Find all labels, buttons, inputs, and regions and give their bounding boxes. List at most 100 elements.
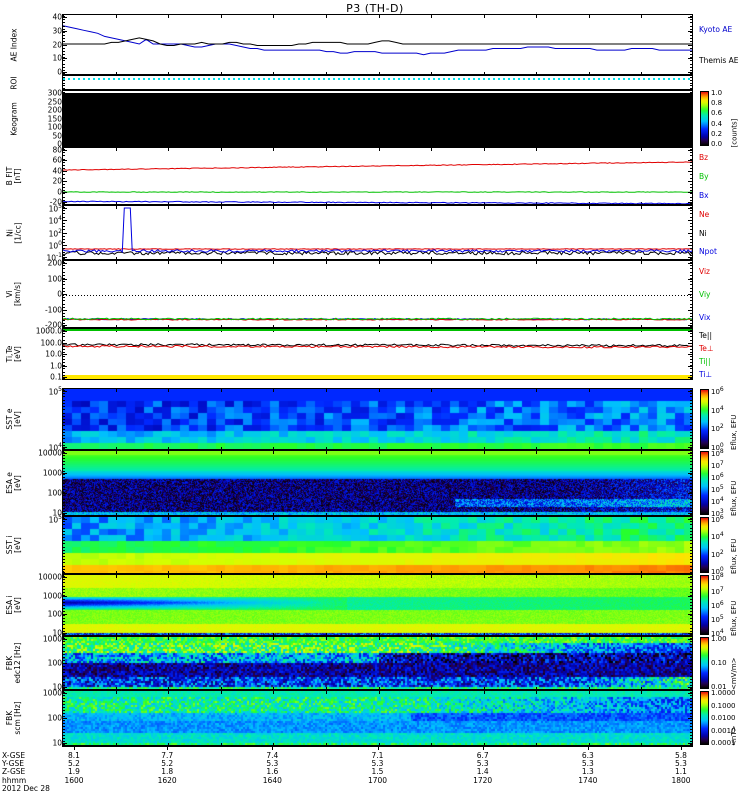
colorbar-label: 106 [711,385,724,397]
colorbar-label: 106 [711,513,724,525]
ytick-keogram: 300 [47,88,62,98]
minor-tick [62,579,65,581]
minor-tick [62,95,65,97]
minor-tick [690,281,693,283]
panel-sst-e [62,388,693,450]
minor-tick [690,647,693,649]
minor-tick [690,549,693,551]
colorbar-caption: <mV/m> [730,657,738,690]
minor-tick [690,158,693,160]
x-tick [589,691,590,694]
minor-tick [62,707,65,709]
tick-mark [62,220,67,222]
colorbar-label: 108 [711,447,724,459]
xaxis-value: 1720 [473,775,493,785]
minor-tick [62,193,65,195]
x-tick [273,148,274,151]
x-tick [116,15,117,18]
xaxis-row-label-XGSE: X-GSE [2,751,26,760]
minor-tick [62,138,65,140]
minor-tick [62,50,65,52]
ytick-b-fit: 80 [52,145,62,155]
x-tick [431,257,432,259]
minor-tick [62,669,65,671]
minor-tick [62,663,65,664]
tick-mark [688,17,693,18]
trace-Ni [63,250,692,256]
x-tick [326,202,327,204]
trace-Ti-band [63,329,692,331]
x-tick [536,389,537,392]
ylabel-sst-i: SST i [eV] [5,535,22,555]
x-tick [641,72,642,74]
minor-tick [62,365,65,367]
minor-tick [62,38,65,40]
x-tick [116,72,117,74]
minor-tick [690,688,693,689]
minor-tick [690,608,693,610]
x-tick [641,743,642,745]
trace-Bx [63,200,692,204]
x-tick [431,72,432,74]
plot-ni [63,206,692,259]
minor-tick [690,402,693,404]
x-tick [326,687,327,689]
ytick-vi: 0 [57,289,62,299]
x-tick [273,72,274,74]
x-tick [536,633,537,635]
minor-tick [62,262,65,263]
x-tick [589,687,590,689]
tick-mark [688,110,693,111]
minor-tick [62,565,65,567]
minor-tick [62,294,65,295]
minor-tick [62,132,65,134]
minor-tick [62,695,65,697]
legend-Viy: Viy [699,290,711,299]
minor-tick [62,479,65,481]
colorbar-label: 105 [711,613,724,625]
minor-tick [690,371,693,373]
ytick-ae-index: 30 [52,26,62,36]
minor-tick [690,744,693,745]
x-tick [326,743,327,745]
ytick-esa-e: 1000 [42,468,62,478]
minor-tick [62,448,65,449]
x-tick [326,15,327,18]
x-tick [431,575,432,578]
x-tick [168,15,169,18]
x-tick [168,633,169,635]
minor-tick [690,141,693,143]
tick-mark [688,743,693,744]
minor-tick [62,518,65,519]
colorbar-label: 102 [711,423,724,434]
x-tick [221,513,222,515]
ytick-keogram: 0 [57,139,62,149]
minor-tick [690,701,693,703]
trace-Viy [63,317,692,321]
colorbar-label: 100 [711,441,724,453]
minor-tick [62,378,65,379]
tick-mark [62,687,67,688]
minor-tick [690,284,693,286]
minor-tick [62,419,65,420]
x-tick [168,389,169,392]
ytick-ni: 10-1 [46,251,62,263]
minor-tick [690,695,693,697]
tick-mark [62,144,67,145]
minor-tick [690,66,693,68]
x-tick [536,206,537,209]
minor-tick [62,638,65,639]
x-tick [431,513,432,515]
minor-tick [690,737,693,739]
minor-tick [62,621,65,623]
colorbar-esa-e [700,451,709,515]
x-tick [273,517,274,520]
minor-tick [690,213,693,215]
minor-tick [690,546,693,548]
minor-tick [62,678,65,680]
minor-tick [62,92,65,93]
xaxis-value: 5.3 [371,759,384,769]
minor-tick [690,422,693,424]
panel-fbk-scm [62,690,693,746]
minor-tick [62,540,65,542]
